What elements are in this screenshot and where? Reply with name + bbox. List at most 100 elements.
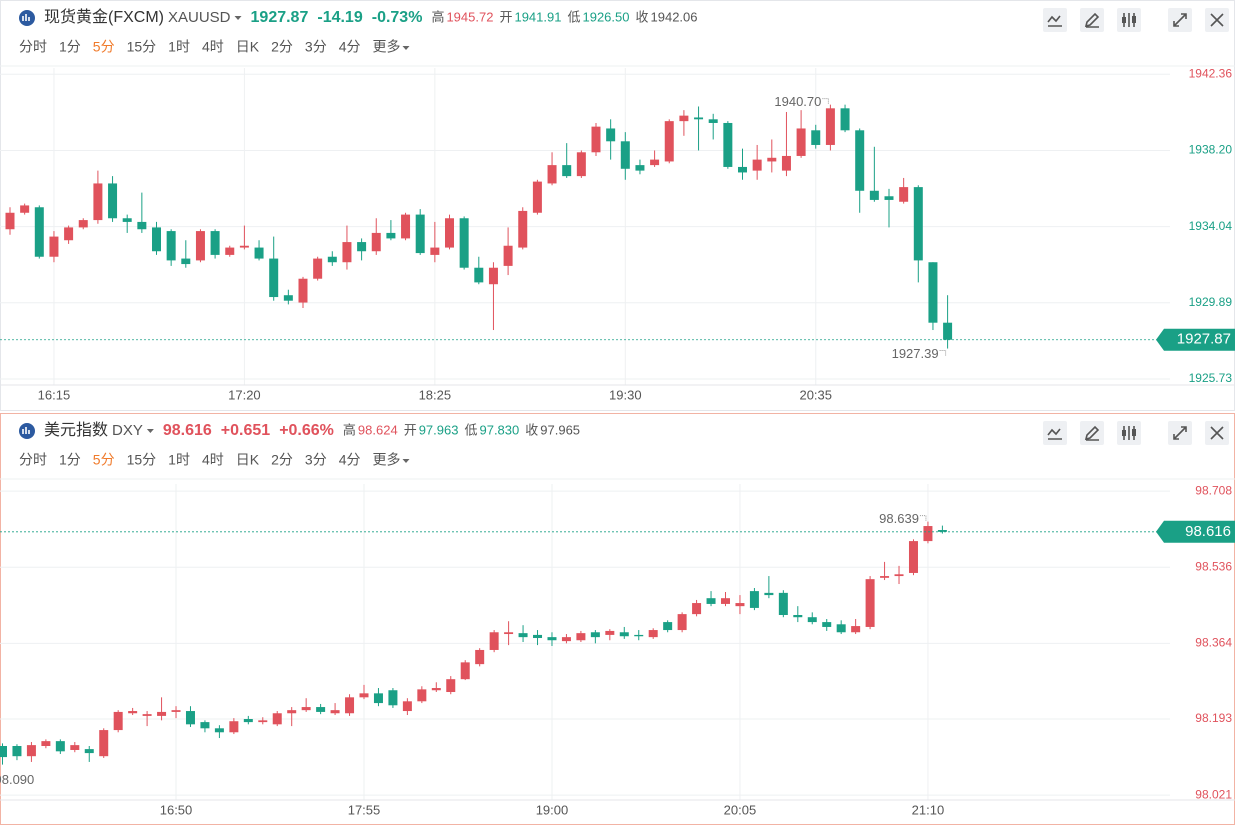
candle-body: [330, 710, 340, 714]
candle-body: [26, 745, 36, 757]
period-tab[interactable]: 更多: [373, 452, 401, 468]
period-tab[interactable]: 4时: [202, 452, 224, 468]
stat-label: 收: [525, 422, 538, 437]
period-tab[interactable]: 2分: [271, 39, 293, 55]
toolbar-button[interactable]: [1168, 8, 1192, 32]
candle-body: [210, 231, 220, 255]
period-tab[interactable]: 15分: [127, 39, 157, 55]
period-tab[interactable]: 3分: [305, 452, 327, 468]
toolbar-button[interactable]: [1043, 8, 1067, 32]
icon-body[interactable]: [1132, 16, 1136, 23]
toolbar-button[interactable]: [1043, 421, 1067, 445]
candle-body: [357, 242, 367, 252]
period-tab[interactable]: 5分: [93, 452, 115, 468]
period-tab[interactable]: 4分: [339, 39, 361, 55]
toolbar-button[interactable]: [1205, 421, 1229, 445]
candle-body: [752, 159, 762, 171]
candle-body: [327, 256, 337, 263]
dropdown-arrow[interactable]: [402, 46, 410, 50]
price-change-pct: +0.66%: [279, 422, 334, 439]
toolbar-button[interactable]: [1205, 8, 1229, 32]
candle-body: [796, 128, 806, 156]
button-icon[interactable]: [1084, 425, 1100, 441]
period-tab[interactable]: 4分: [339, 452, 361, 468]
dropdown-arrow[interactable]: [146, 429, 154, 433]
button-icon[interactable]: [1210, 13, 1224, 27]
y-tick-label: 1929.89: [1189, 295, 1233, 309]
x-tick-label: 17:55: [348, 802, 381, 817]
toolbar-button[interactable]: [1168, 421, 1192, 445]
icon-bar: [25, 427, 27, 434]
candle-body: [562, 165, 572, 177]
candle-body: [677, 614, 687, 631]
period-tab[interactable]: 1时: [168, 452, 190, 468]
period-tab[interactable]: 日K: [236, 39, 260, 55]
x-tick-label: 19:00: [536, 802, 569, 817]
x-tick-label: 19:30: [609, 387, 642, 402]
period-tab[interactable]: 分时: [19, 39, 47, 55]
period-tab[interactable]: 日K: [236, 452, 260, 468]
candle-body: [869, 190, 879, 200]
candle-body: [908, 541, 918, 573]
period-tab[interactable]: 15分: [127, 452, 157, 468]
candle-body: [371, 232, 381, 252]
period-tab[interactable]: 更多: [373, 39, 401, 55]
candle-body: [894, 574, 904, 577]
candle-body: [840, 108, 850, 131]
button-icon[interactable]: [1173, 13, 1187, 27]
period-tab[interactable]: 1分: [59, 39, 81, 55]
period-tab[interactable]: 3分: [305, 39, 327, 55]
candle-body: [489, 632, 499, 650]
last-price-tag-label: 98.616: [1185, 523, 1231, 540]
candle-body: [735, 603, 745, 607]
icon-bar: [28, 17, 30, 21]
x-tick-label: 17:20: [228, 387, 261, 402]
candle-body: [865, 579, 875, 627]
button-icon[interactable]: [1210, 426, 1224, 440]
toolbar-button[interactable]: [1080, 421, 1104, 445]
candle-body: [692, 603, 702, 615]
candle-body: [20, 205, 30, 213]
x-tick-label: 20:05: [724, 802, 757, 817]
toolbar-button[interactable]: [1117, 8, 1141, 32]
button-icon[interactable]: [1173, 426, 1187, 440]
period-tab[interactable]: 1时: [168, 39, 190, 55]
candle-body: [254, 247, 264, 259]
stat-label: 高: [431, 9, 444, 24]
candle-body: [445, 218, 454, 248]
button-icon[interactable]: [1047, 428, 1062, 440]
icon-bar: [22, 429, 24, 434]
dropdown-arrow[interactable]: [234, 16, 242, 20]
candle-body: [694, 117, 704, 120]
candle-body: [70, 745, 80, 750]
candle-body: [475, 649, 485, 665]
button-icon[interactable]: [1084, 12, 1100, 28]
candle-body: [825, 108, 835, 145]
period-tab[interactable]: 分时: [19, 452, 47, 468]
icon-bar: [28, 430, 30, 434]
candle-body: [12, 746, 22, 757]
icon-body[interactable]: [1122, 17, 1126, 23]
period-tab[interactable]: 4时: [202, 39, 224, 55]
icon-body[interactable]: [1122, 430, 1126, 436]
button-bg[interactable]: [1080, 421, 1104, 445]
period-tab[interactable]: 1分: [59, 452, 81, 468]
toolbar-button[interactable]: [1080, 8, 1104, 32]
candle-body: [822, 622, 832, 627]
candle-body: [590, 632, 600, 638]
y-tick-label: 1925.73: [1189, 371, 1233, 385]
toolbar-button[interactable]: [1117, 421, 1141, 445]
period-tab[interactable]: 5分: [93, 39, 115, 55]
dropdown-arrow[interactable]: [402, 459, 410, 463]
stat-value: 98.624: [358, 422, 398, 437]
button-bg[interactable]: [1080, 8, 1104, 32]
extreme-marker: [822, 98, 829, 105]
period-tab[interactable]: 2分: [271, 452, 293, 468]
icon-bar: [25, 14, 27, 21]
icon-body[interactable]: [1132, 429, 1136, 436]
button-icon[interactable]: [1047, 15, 1062, 27]
last-price-tag: [1156, 520, 1235, 543]
candle-body: [93, 183, 103, 221]
stat-value: 1945.72: [446, 9, 493, 24]
candle-body: [171, 710, 181, 712]
